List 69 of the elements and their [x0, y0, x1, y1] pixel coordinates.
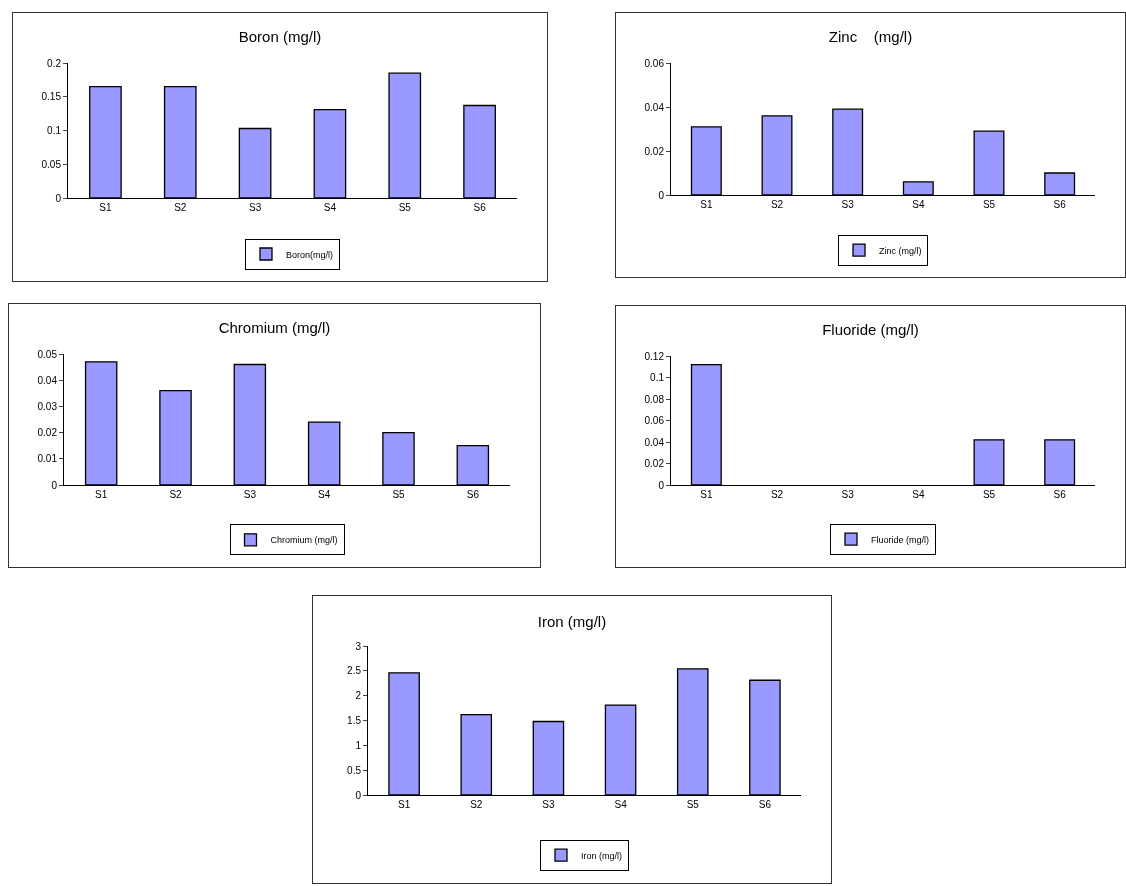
- y-tick-label: 0.1: [47, 125, 62, 136]
- x-tick-label: S4: [912, 489, 925, 500]
- x-tick-label: S5: [686, 799, 700, 810]
- x-tick-label: S3: [243, 489, 257, 500]
- y-tick-label: 0: [658, 189, 665, 201]
- y-tick-label: 0: [51, 479, 58, 491]
- x-tick-label: S4: [318, 489, 331, 500]
- y-tick-label: 0.08: [644, 393, 665, 405]
- x-tick-label: S1: [700, 199, 713, 210]
- x-tick-label: S1: [700, 489, 713, 500]
- x-tick-label: S5: [398, 202, 412, 213]
- chart-title: Boron (mg/l): [238, 28, 322, 46]
- x-tick-label: S6: [1053, 489, 1067, 500]
- x-tick-label: S1: [397, 799, 411, 810]
- y-tick-label: 0.04: [37, 374, 58, 386]
- chart-title: Chromium (mg/l): [218, 318, 331, 336]
- x-tick-label: S4: [323, 202, 337, 213]
- y-tick-label: 0: [355, 789, 362, 801]
- x-tick-label: S4: [912, 199, 925, 210]
- y-tick-label: 1: [355, 739, 362, 751]
- x-tick-label: S6: [1053, 199, 1067, 210]
- x-tick-label: S4: [614, 799, 628, 810]
- chart-title: Iron (mg/l): [537, 612, 607, 630]
- y-tick-label: 0: [55, 192, 62, 204]
- y-tick-label: 3: [355, 640, 362, 652]
- y-tick-label: 0.04: [644, 101, 665, 113]
- chart-title: Zinc (mg/l): [828, 27, 913, 45]
- y-tick-label: 2: [355, 690, 362, 702]
- x-tick-label: S5: [392, 489, 406, 500]
- x-tick-label: S2: [770, 199, 784, 210]
- y-tick-label: 0.03: [37, 400, 58, 412]
- legend-label: Boron(mg/l): [286, 249, 334, 260]
- y-tick-label: 0.06: [644, 57, 665, 69]
- y-tick-label: 0.02: [644, 458, 665, 469]
- y-tick-label: 0: [658, 479, 665, 491]
- x-tick-label: S6: [473, 202, 487, 213]
- x-tick-label: S3: [841, 489, 855, 500]
- y-tick-label: 0.1: [650, 372, 665, 383]
- y-tick-label: 0.12: [644, 350, 665, 362]
- y-tick-label: 1.5: [347, 715, 362, 726]
- x-tick-label: S2: [770, 489, 784, 500]
- y-tick-label: 0.15: [41, 91, 62, 103]
- legend-label: Iron (mg/l): [581, 850, 623, 861]
- x-tick-label: S5: [982, 489, 996, 500]
- x-tick-label: S6: [466, 489, 480, 500]
- legend-label: Zinc (mg/l): [879, 245, 922, 256]
- x-tick-label: S6: [758, 799, 772, 810]
- y-tick-label: 0.05: [37, 348, 58, 360]
- x-tick-label: S2: [470, 799, 483, 810]
- x-tick-label: S3: [841, 199, 855, 210]
- x-tick-label: S2: [174, 202, 187, 213]
- y-tick-label: 0.02: [644, 145, 665, 157]
- y-tick-label: 0.05: [41, 158, 62, 170]
- x-tick-label: S1: [95, 489, 108, 500]
- legend-label: Fluoride (mg/l): [871, 534, 930, 545]
- y-tick-label: 0.5: [347, 764, 362, 776]
- y-tick-label: 0.04: [644, 436, 665, 448]
- x-tick-label: S2: [169, 489, 183, 500]
- y-tick-label: 0.2: [47, 57, 62, 69]
- x-tick-label: S5: [982, 199, 996, 210]
- x-tick-label: S3: [248, 202, 262, 213]
- chart-title: Fluoride (mg/l): [822, 320, 919, 338]
- y-tick-label: 0.01: [37, 453, 58, 465]
- x-tick-label: S1: [99, 202, 112, 213]
- y-tick-label: 0.06: [644, 415, 665, 426]
- x-tick-label: S3: [542, 799, 555, 810]
- legend-label: Chromium (mg/l): [270, 535, 338, 546]
- y-tick-label: 2.5: [347, 665, 362, 677]
- y-tick-label: 0.02: [37, 427, 58, 439]
